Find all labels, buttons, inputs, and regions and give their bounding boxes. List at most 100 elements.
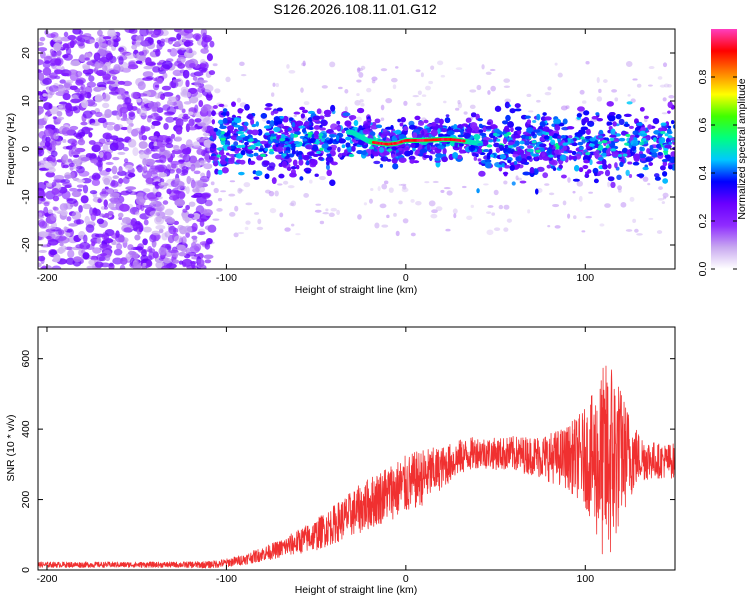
spectrogram-cell: [51, 231, 60, 240]
spectrogram-cell: [430, 213, 438, 219]
spectrogram-cell: [254, 138, 258, 143]
spectrogram-cell: [268, 162, 276, 169]
spectrogram-cell: [653, 173, 660, 178]
spectrogram-cell: [469, 104, 476, 110]
spectrogram-cell: [78, 30, 84, 36]
spectrogram-cell: [359, 99, 364, 103]
spectrogram-cell: [147, 37, 154, 44]
spectrogram-cell: [187, 213, 195, 219]
spectrogram-cell: [643, 115, 649, 119]
spectrogram-cell: [202, 32, 207, 41]
spectrogram-cell: [437, 128, 441, 135]
spectrogram-cell: [214, 88, 221, 94]
spectrogram-cell: [400, 183, 407, 186]
spectrogram-cell: [445, 114, 450, 118]
spectrogram-cell: [442, 147, 447, 155]
spectrogram-cell: [266, 120, 271, 124]
spectrogram-cell: [148, 196, 159, 202]
spectrogram-cell: [142, 238, 148, 246]
spectrogram-cell: [566, 137, 572, 145]
spectrogram-cell: [470, 204, 474, 209]
spectrogram-cell: [587, 169, 592, 174]
spectrogram-cell: [409, 149, 414, 156]
spectrogram-cell: [562, 200, 567, 206]
spectrogram-cell: [410, 198, 415, 203]
spectrogram-cell: [423, 119, 429, 124]
y-tick-label: -20: [20, 237, 32, 252]
spectrogram-cell: [627, 161, 633, 165]
spectrogram-cell: [248, 153, 254, 158]
spectrogram-cell: [638, 153, 647, 159]
spectrogram-cell: [309, 137, 317, 144]
spectrogram-cell: [610, 181, 616, 189]
spectrogram-cell: [513, 160, 518, 166]
spectrogram-cell: [515, 175, 519, 181]
spectrogram-cell: [68, 162, 75, 167]
spectrogram-cell: [472, 152, 477, 157]
spectrogram-cell: [424, 181, 430, 184]
spectrogram-cell: [655, 143, 662, 149]
spectrogram-cell: [322, 212, 329, 215]
spectrogram-cell: [38, 59, 44, 66]
spectrogram-cell: [104, 187, 115, 195]
spectrogram-cell: [661, 201, 666, 205]
spectrogram-cell: [581, 230, 586, 233]
spectrogram-cell: [142, 226, 152, 233]
spectrogram-cell: [544, 91, 552, 96]
spectrogram-cell: [93, 52, 101, 61]
spectrogram-cell: [101, 93, 111, 102]
spectrogram-cell: [583, 160, 591, 164]
spectrogram-cell: [38, 131, 46, 139]
spectrogram-cell: [154, 164, 165, 173]
spectrogram-cell: [293, 141, 300, 145]
spectrogram-cell: [135, 196, 146, 205]
spectrogram-cell: [71, 211, 82, 221]
spectrogram-cell: [660, 165, 666, 171]
spectrogram-cell: [639, 130, 646, 134]
spectrogram-cell: [597, 141, 603, 145]
spectrogram-cell: [62, 93, 71, 101]
spectrogram-cell: [175, 118, 184, 128]
spectrogram-cell: [58, 101, 68, 105]
spectrogram-cell: [554, 225, 561, 229]
spectrogram-cell: [181, 148, 191, 155]
spectrogram-cell: [254, 212, 260, 215]
spectrogram-cell: [403, 131, 408, 135]
spectrogram-cell: [57, 85, 66, 94]
spectrogram-cell: [443, 187, 451, 190]
spectrogram-cell: [284, 150, 291, 154]
spectrogram-cell: [76, 39, 85, 47]
spectrogram-cell: [547, 224, 551, 228]
spectrogram-cell: [94, 261, 104, 268]
spectrogram-cell: [320, 119, 328, 127]
spectrogram-cell: [578, 195, 583, 202]
spectrogram-cell: [71, 190, 82, 198]
spectrogram-cell: [303, 121, 310, 126]
spectrogram-cell: [178, 103, 184, 111]
spectrogram-cell: [303, 192, 310, 198]
spectrogram-cell: [260, 113, 268, 119]
spectrogram-cell: [388, 187, 394, 193]
spectrogram-cell: [409, 158, 415, 164]
spectrogram-cell: [651, 151, 658, 158]
spectrogram-cell: [177, 62, 186, 69]
spectrogram-cell: [108, 262, 114, 267]
spectrogram-cell: [111, 165, 118, 175]
spectrogram-cell: [94, 41, 100, 49]
spectrogram-cell: [226, 152, 230, 156]
spectrogram-cell: [412, 95, 420, 98]
spectrogram-cell: [553, 118, 562, 125]
spectrogram-cell: [627, 94, 631, 97]
spectrogram-cell: [69, 187, 78, 192]
spectrogram-cell: [264, 132, 271, 136]
spectrogram-cell: [302, 138, 308, 142]
spectrogram-cell: [174, 136, 183, 142]
spectrogram-cell: [664, 133, 669, 137]
y-tick-label: 20: [20, 47, 32, 59]
spectrogram-cell: [430, 65, 435, 71]
spectrogram-cell: [295, 233, 301, 236]
spectrogram-cell: [108, 91, 119, 95]
spectrogram-cell: [104, 109, 113, 118]
spectrogram-cell: [128, 112, 136, 120]
spectrogram-cell: [172, 259, 180, 264]
